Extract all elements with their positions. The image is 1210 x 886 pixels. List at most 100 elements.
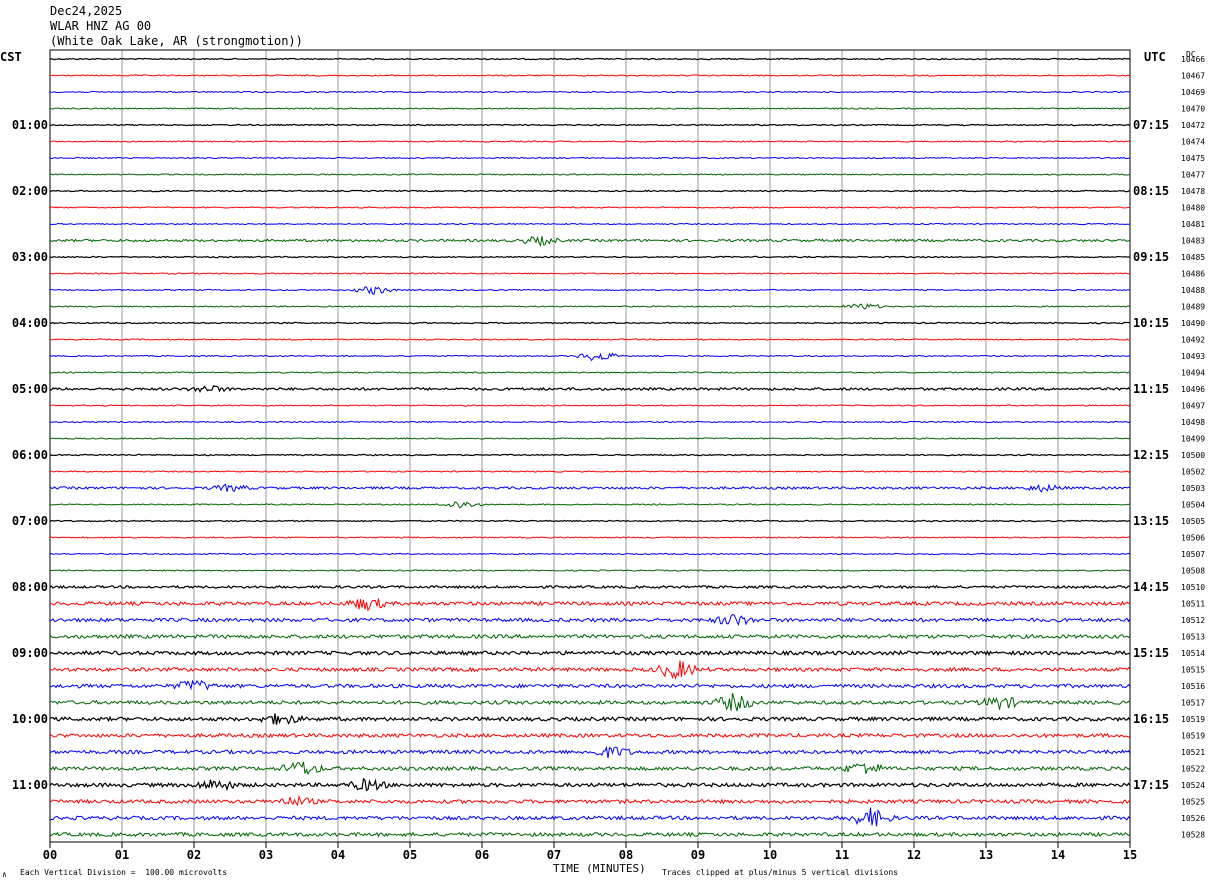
x-axis-title: TIME (MINUTES) <box>553 862 646 875</box>
dc-offset-label: 10486 <box>1181 270 1205 279</box>
dc-offset-label: 10504 <box>1181 501 1205 510</box>
seismic-trace <box>49 536 1131 539</box>
dc-offset-label: 10512 <box>1181 616 1205 625</box>
dc-offset-label: 10466 <box>1181 55 1205 64</box>
left-hour-label: 10:00 <box>12 712 48 726</box>
seismic-trace <box>49 286 1131 296</box>
dc-offset-label: 10493 <box>1181 352 1205 361</box>
dc-offset-label: 10474 <box>1181 138 1205 147</box>
right-hour-label: 07:15 <box>1133 118 1169 132</box>
dc-offset-label: 10514 <box>1181 649 1205 658</box>
x-tick-label: 01 <box>115 848 129 862</box>
left-hour-label: 05:00 <box>12 382 48 396</box>
right-hour-label: 15:15 <box>1133 646 1169 660</box>
seismic-trace <box>49 713 1131 725</box>
x-tick-label: 02 <box>187 848 201 862</box>
seismic-trace <box>49 633 1131 640</box>
x-tick-label: 04 <box>331 848 345 862</box>
seismic-trace <box>49 123 1131 127</box>
seismic-trace <box>49 614 1131 626</box>
right-hour-label: 14:15 <box>1133 580 1169 594</box>
dc-label: DC <box>1186 50 1196 59</box>
seismic-trace <box>49 140 1131 143</box>
seismic-trace <box>49 235 1131 247</box>
seismic-trace <box>49 807 1131 827</box>
seismic-trace <box>49 501 1131 509</box>
corner-mark: ∧ <box>2 870 7 879</box>
dc-offset-label: 10513 <box>1181 633 1205 642</box>
dc-offset-label: 10467 <box>1181 72 1205 81</box>
x-tick-label: 03 <box>259 848 273 862</box>
seismic-trace <box>49 255 1131 259</box>
seismic-trace <box>49 483 1131 493</box>
plot-frame <box>49 49 1131 843</box>
dc-offset-label: 10498 <box>1181 418 1205 427</box>
dc-offset-label: 10496 <box>1181 385 1205 394</box>
seismic-trace <box>49 385 1131 393</box>
dc-offset-label: 10489 <box>1181 303 1205 312</box>
dc-offset-label: 10526 <box>1181 814 1205 823</box>
left-hour-label: 08:00 <box>12 580 48 594</box>
seismic-trace <box>50 693 1131 712</box>
x-tick-label: 05 <box>403 848 417 862</box>
seismic-trace <box>49 732 1131 739</box>
seismic-trace <box>49 745 1131 759</box>
right-hour-label: 12:15 <box>1133 448 1169 462</box>
header-date: Dec24,2025 <box>50 4 123 18</box>
seismic-trace <box>49 302 1131 310</box>
dc-offset-label: 10475 <box>1181 154 1205 163</box>
x-tick-label: 07 <box>547 848 561 862</box>
seismic-trace <box>49 189 1131 193</box>
x-tick-label: 08 <box>619 848 633 862</box>
dc-offset-label: 10472 <box>1181 121 1205 130</box>
dc-offset-label: 10481 <box>1181 220 1205 229</box>
x-tick-label: 15 <box>1123 848 1137 862</box>
dc-offset-label: 10499 <box>1181 435 1205 444</box>
left-hour-label: 01:00 <box>12 118 48 132</box>
dc-offset-label: 10503 <box>1181 484 1205 493</box>
seismic-trace <box>49 57 1131 61</box>
seismic-trace <box>49 777 1131 792</box>
left-hour-label: 07:00 <box>12 514 48 528</box>
dc-offset-label: 10500 <box>1181 451 1205 460</box>
dc-offset-label: 10510 <box>1181 583 1205 592</box>
seismic-trace <box>49 156 1131 160</box>
left-hour-label: 03:00 <box>12 250 48 264</box>
seismic-trace <box>49 552 1131 556</box>
dc-offset-label: 10488 <box>1181 286 1205 295</box>
seismic-trace <box>49 519 1131 523</box>
dc-offset-label: 10483 <box>1181 237 1205 246</box>
dc-offset-label: 10525 <box>1181 798 1205 807</box>
dc-offset-label: 10521 <box>1181 748 1205 757</box>
dc-offset-label: 10470 <box>1181 105 1205 114</box>
seismic-trace <box>49 206 1131 209</box>
right-hour-label: 08:15 <box>1133 184 1169 198</box>
dc-offset-label: 10528 <box>1181 831 1205 840</box>
header-location: (White Oak Lake, AR (strongmotion)) <box>50 34 303 48</box>
seismic-trace <box>49 352 1131 362</box>
dc-offset-label: 10505 <box>1181 517 1205 526</box>
seismic-trace <box>49 761 1131 776</box>
dc-offset-label: 10511 <box>1181 600 1205 609</box>
seismic-trace <box>49 649 1131 657</box>
dc-offset-label: 10478 <box>1181 187 1205 196</box>
seismic-trace <box>49 569 1131 572</box>
dc-offset-label: 10492 <box>1181 336 1205 345</box>
seismic-trace <box>50 90 1131 94</box>
dc-offset-label: 10507 <box>1181 550 1205 559</box>
x-tick-label: 11 <box>835 848 849 862</box>
seismic-trace <box>49 453 1131 457</box>
dc-offset-label: 10522 <box>1181 765 1205 774</box>
x-tick-label: 09 <box>691 848 705 862</box>
dc-offset-label: 10485 <box>1181 253 1205 262</box>
dc-offset-label: 10519 <box>1181 732 1205 741</box>
seismic-trace <box>49 173 1130 176</box>
seismic-trace <box>49 107 1131 110</box>
x-tick-label: 13 <box>979 848 993 862</box>
seismic-trace <box>49 321 1131 325</box>
dc-offset-label: 10494 <box>1181 369 1205 378</box>
seismic-trace <box>49 338 1131 341</box>
left-hour-label: 04:00 <box>12 316 48 330</box>
seismic-trace <box>49 437 1131 440</box>
